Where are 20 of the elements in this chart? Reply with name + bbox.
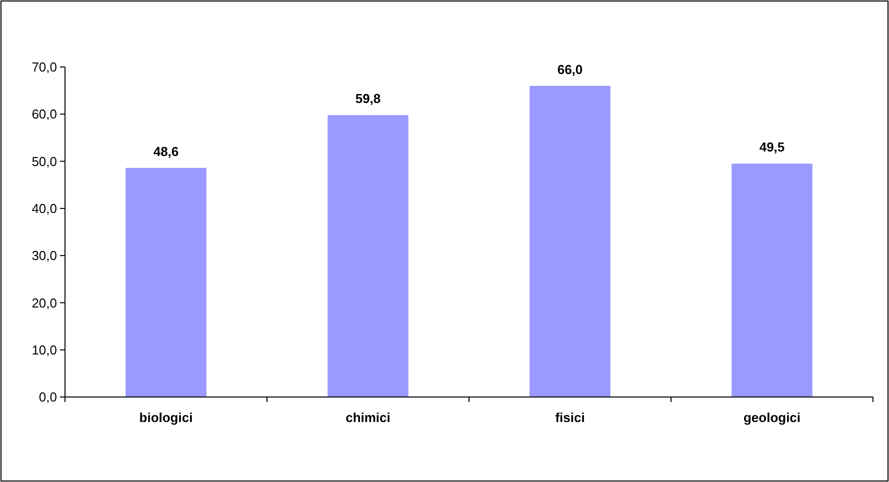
x-tick-label: geologici <box>743 410 801 425</box>
bar <box>732 164 812 397</box>
x-tick-label: chimici <box>346 410 390 425</box>
bar <box>126 168 206 397</box>
y-tick-label: 0,0 <box>38 390 57 405</box>
x-tick-label: fisici <box>555 410 585 425</box>
y-tick-label: 50,0 <box>32 154 57 169</box>
y-tick-label: 40,0 <box>32 200 57 216</box>
y-tick-label: 10,0 <box>32 342 57 358</box>
bar <box>328 115 408 397</box>
data-label: 49,5 <box>759 140 785 155</box>
data-label: 48,6 <box>153 144 179 159</box>
y-tick-label: 30,0 <box>32 248 57 264</box>
data-label: 66,0 <box>557 62 583 77</box>
bar <box>530 86 610 397</box>
y-tick-label: 70,0 <box>32 60 57 75</box>
x-tick-label: biologici <box>139 410 193 425</box>
y-tick-label: 60,0 <box>32 106 57 122</box>
data-label: 59,8 <box>355 91 381 106</box>
y-tick-label: 20,0 <box>32 295 57 310</box>
